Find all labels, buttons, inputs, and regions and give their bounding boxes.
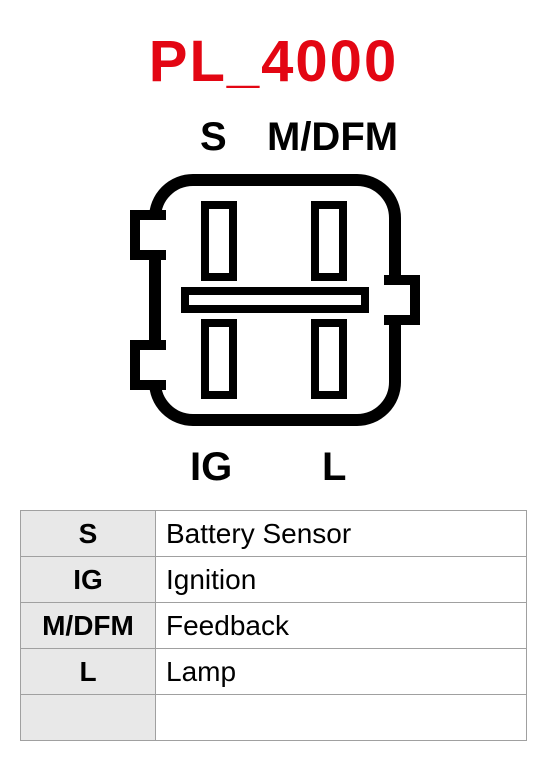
legend-row: M/DFM Feedback — [21, 603, 527, 649]
legend-row: IG Ignition — [21, 557, 527, 603]
pin-label-s: S — [200, 115, 227, 160]
pin-legend-table: S Battery Sensor IG Ignition M/DFM Feedb… — [20, 510, 527, 741]
legend-value: Feedback — [156, 603, 527, 649]
pin-label-l: L — [322, 445, 346, 490]
legend-row: L Lamp — [21, 649, 527, 695]
pin-label-mdfm: M/DFM — [267, 115, 398, 160]
legend-value: Battery Sensor — [156, 511, 527, 557]
legend-value: Ignition — [156, 557, 527, 603]
pin-label-ig: IG — [190, 445, 232, 490]
legend-key: M/DFM — [21, 603, 156, 649]
connector-svg — [125, 160, 425, 450]
legend-row — [21, 695, 527, 741]
legend-row: S Battery Sensor — [21, 511, 527, 557]
part-number-title: PL_4000 — [149, 28, 398, 95]
legend-value — [156, 695, 527, 741]
legend-key — [21, 695, 156, 741]
connector-diagram-area: S M/DFM IG L — [0, 115, 547, 495]
legend-key: L — [21, 649, 156, 695]
legend-value: Lamp — [156, 649, 527, 695]
legend-key: IG — [21, 557, 156, 603]
legend-key: S — [21, 511, 156, 557]
